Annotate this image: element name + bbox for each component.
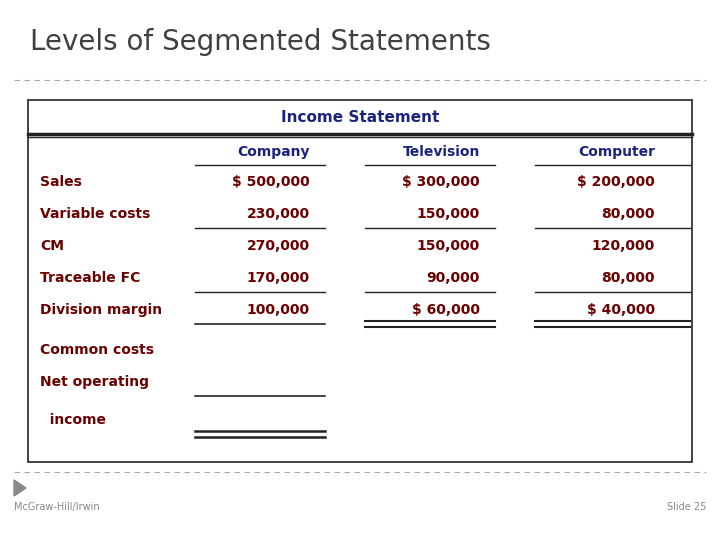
Text: 120,000: 120,000 <box>592 239 655 253</box>
Bar <box>28 100 692 462</box>
Text: Variable costs: Variable costs <box>40 207 150 221</box>
Text: Sales: Sales <box>40 175 82 189</box>
Text: Income Statement: Income Statement <box>281 111 439 125</box>
Text: 80,000: 80,000 <box>601 207 655 221</box>
Text: Levels of Segmented Statements: Levels of Segmented Statements <box>30 28 491 56</box>
Polygon shape <box>14 480 26 496</box>
Text: Television: Television <box>402 145 480 159</box>
Text: Computer: Computer <box>578 145 655 159</box>
Text: 150,000: 150,000 <box>417 239 480 253</box>
Text: 100,000: 100,000 <box>247 303 310 317</box>
Text: Net operating: Net operating <box>40 375 149 389</box>
Text: McGraw-Hill/Irwin: McGraw-Hill/Irwin <box>14 502 99 512</box>
Text: 80,000: 80,000 <box>601 271 655 285</box>
Text: 90,000: 90,000 <box>427 271 480 285</box>
Text: $ 500,000: $ 500,000 <box>233 175 310 189</box>
Text: $ 300,000: $ 300,000 <box>402 175 480 189</box>
Text: 150,000: 150,000 <box>417 207 480 221</box>
Text: $ 40,000: $ 40,000 <box>587 303 655 317</box>
Text: $ 60,000: $ 60,000 <box>412 303 480 317</box>
Text: Slide 25: Slide 25 <box>667 502 706 512</box>
Text: Common costs: Common costs <box>40 343 154 357</box>
Text: Traceable FC: Traceable FC <box>40 271 140 285</box>
Text: $ 200,000: $ 200,000 <box>577 175 655 189</box>
Text: Division margin: Division margin <box>40 303 162 317</box>
Text: CM: CM <box>40 239 64 253</box>
Text: 170,000: 170,000 <box>247 271 310 285</box>
Text: 270,000: 270,000 <box>247 239 310 253</box>
Text: income: income <box>40 413 106 427</box>
Text: 230,000: 230,000 <box>247 207 310 221</box>
Text: Company: Company <box>238 145 310 159</box>
